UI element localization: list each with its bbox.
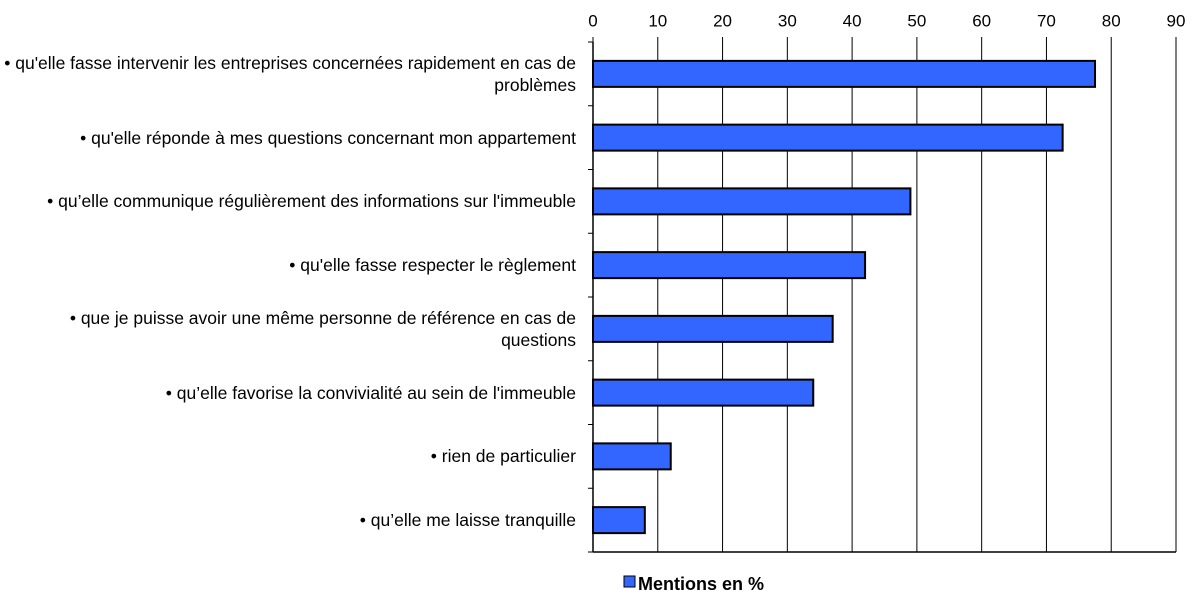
- x-tick-label: 90: [1167, 11, 1186, 30]
- legend-swatch: [623, 575, 636, 588]
- y-tick-label: • qu’elle me laisse tranquille: [359, 510, 576, 531]
- bar: [592, 251, 867, 280]
- x-tick-label: 70: [1037, 11, 1056, 30]
- x-tick-label: 50: [907, 11, 926, 30]
- bar: [592, 506, 646, 535]
- y-tick-label: • qu’elle favorise la convivialité au se…: [165, 382, 576, 403]
- bar: [592, 314, 834, 343]
- bar: [592, 123, 1064, 152]
- bar: [592, 378, 815, 407]
- x-tick-label: 60: [972, 11, 991, 30]
- legend-label: Mentions en %: [638, 574, 764, 594]
- y-tick-label: • qu'elle fasse intervenir les entrepris…: [4, 52, 576, 95]
- y-tick-label: • que je puisse avoir une même personne …: [69, 307, 576, 350]
- x-tick-label: 0: [588, 11, 597, 30]
- bar: [592, 442, 672, 471]
- x-tick-label: 40: [843, 11, 862, 30]
- bar: [592, 187, 912, 216]
- y-tick-label: • qu’elle communique régulièrement des i…: [47, 191, 576, 212]
- x-tick-label: 80: [1102, 11, 1121, 30]
- y-tick-label: • rien de particulier: [430, 446, 576, 467]
- y-tick-label: • qu'elle réponde à mes questions concer…: [80, 127, 576, 148]
- x-tick-label: 30: [778, 11, 797, 30]
- y-tick-label: • qu'elle fasse respecter le règlement: [289, 255, 576, 276]
- x-tick-label: 20: [713, 11, 732, 30]
- x-tick-label: 10: [648, 11, 667, 30]
- bar: [592, 59, 1097, 88]
